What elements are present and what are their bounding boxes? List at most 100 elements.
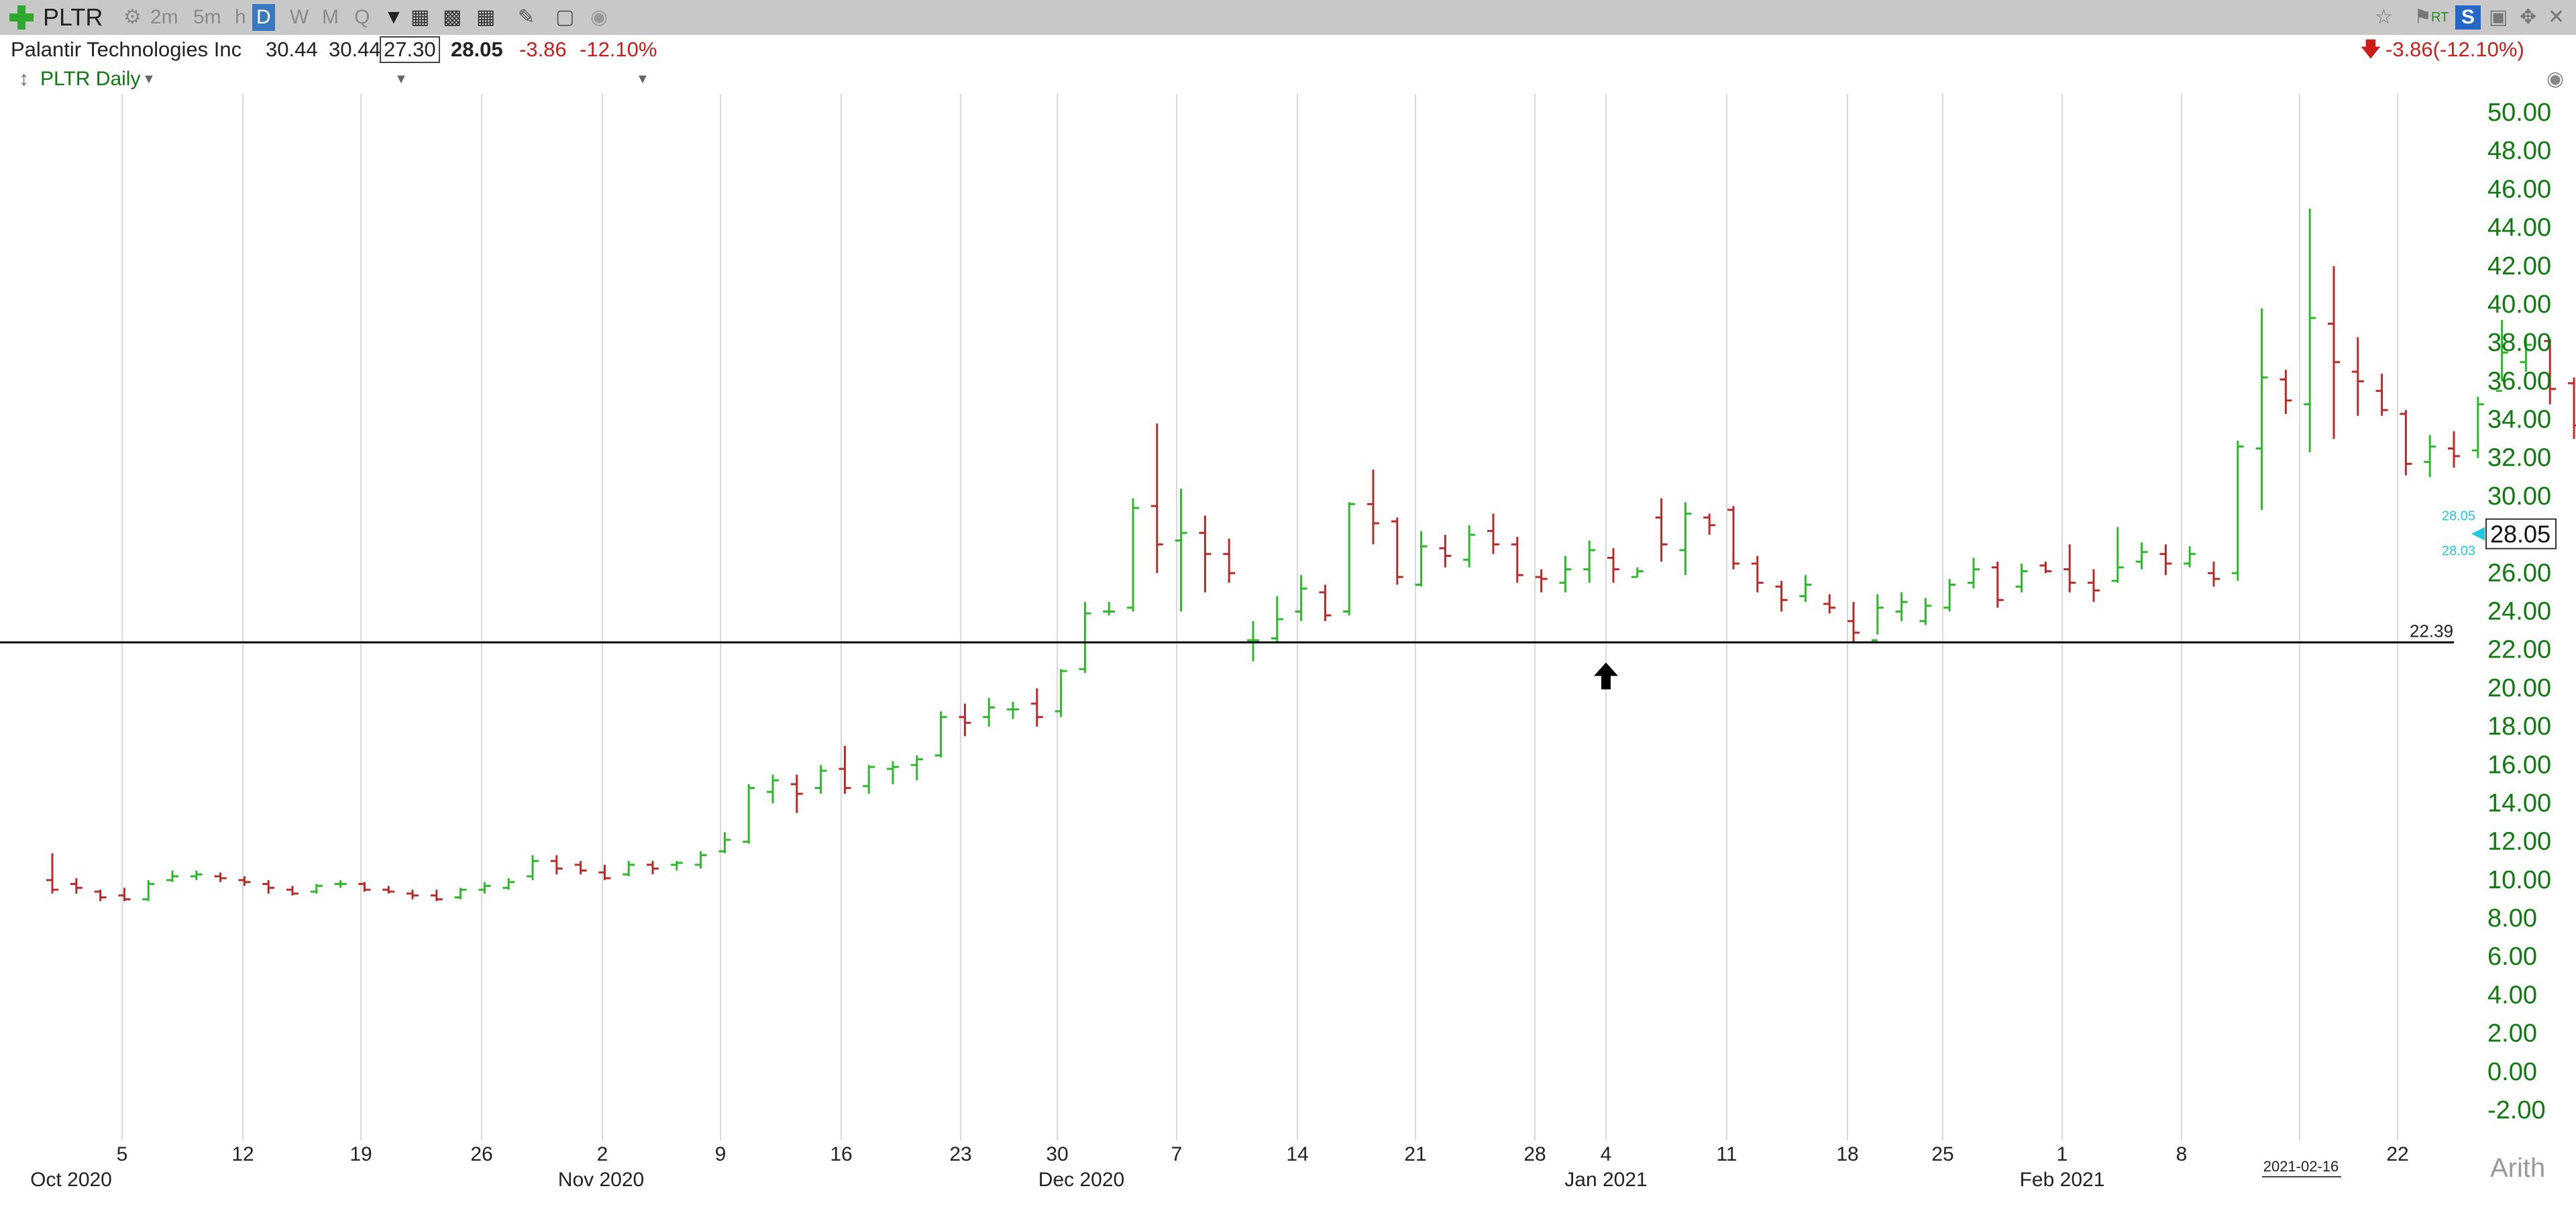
right-change-value: -3.86(-12.10%) <box>2385 38 2524 61</box>
x-tick-label: 26 <box>470 1143 492 1165</box>
ohlc-bar <box>1463 525 1476 568</box>
interval-2m[interactable]: 2m <box>150 6 178 28</box>
interval-5m[interactable]: 5m <box>193 6 221 28</box>
ohlc-bar <box>1775 580 1788 612</box>
ohlc-bar <box>1319 584 1332 621</box>
grid-icon[interactable]: ▦ <box>476 6 496 28</box>
x-tick-label: 5 <box>117 1143 128 1165</box>
last-price-small: 28.05 <box>2442 509 2475 524</box>
interval-d[interactable]: D <box>252 4 275 31</box>
ohlc-bar <box>767 774 779 804</box>
drag-handle-icon[interactable]: ↕ <box>19 68 29 90</box>
x-tick-label: 14 <box>1286 1143 1308 1165</box>
ohlc-bar <box>1223 538 1236 583</box>
ohlc-bar <box>2351 337 2364 416</box>
chevron-down-icon[interactable]: ▼ <box>636 72 649 87</box>
x-tick-label: 16 <box>830 1143 852 1165</box>
ohlc-bar <box>1391 517 1403 585</box>
add-symbol-icon[interactable] <box>7 3 36 32</box>
ohlc-bar <box>2255 308 2268 510</box>
y-tick-label: 12.00 <box>2487 828 2551 856</box>
ohlc-bar <box>814 765 827 794</box>
chevron-down-icon[interactable]: ▼ <box>384 6 404 28</box>
ohlc-bar <box>934 711 947 757</box>
footer-arith-label[interactable]: Arith <box>2490 1153 2546 1183</box>
change-pct-value: -12.10% <box>580 38 657 61</box>
ohlc-bar <box>1103 602 1116 616</box>
rt-icon[interactable]: RT <box>2431 10 2449 25</box>
ohlc-bar <box>1127 498 1139 612</box>
ohlc-bar <box>2063 544 2076 592</box>
y-tick-label: 10.00 <box>2487 866 2551 894</box>
y-tick-label: 6.00 <box>2487 943 2537 971</box>
ohlc-bar <box>910 755 923 781</box>
ohlc-bar <box>1751 556 1764 592</box>
ohlc-bar <box>286 886 299 896</box>
down-arrow-icon: 🡇 <box>2360 38 2381 61</box>
x-tick-label: 23 <box>949 1143 971 1165</box>
ohlc-bar <box>1607 548 1619 583</box>
interval-h[interactable]: h <box>235 6 246 28</box>
share-icon[interactable]: ◉ <box>590 6 608 28</box>
ohlc-bar <box>790 774 803 813</box>
ohlc-bar <box>1271 596 1283 643</box>
ohlc-bar <box>2015 564 2028 592</box>
y-tick-label: 2.00 <box>2487 1020 2537 1048</box>
x-tick-label: 28 <box>1523 1143 1546 1165</box>
title-dropdown-icon[interactable]: ▼ <box>142 72 156 87</box>
ohlc-bar <box>1439 535 1452 568</box>
ohlc-bar <box>1367 469 1379 545</box>
x-month-label: Nov 2020 <box>558 1169 644 1191</box>
ohlc-bar <box>1150 423 1163 574</box>
ohlc-bar <box>598 864 611 880</box>
s-icon[interactable]: S <box>2455 5 2481 30</box>
x-tick-label: 9 <box>715 1143 727 1165</box>
pencil-icon[interactable]: ✎ <box>518 6 535 28</box>
settings-icon[interactable]: ⚙ <box>123 6 142 28</box>
ohlc-bar <box>959 703 971 737</box>
y-tick-label: 20.00 <box>2487 674 2551 702</box>
ohlc-bar <box>2400 410 2412 476</box>
comment-icon[interactable]: ▢ <box>555 6 575 28</box>
ohlc-bar <box>1919 598 1932 625</box>
bar-chart-icon[interactable]: ▩ <box>443 6 462 28</box>
chevron-down-icon[interactable]: ▼ <box>394 72 408 87</box>
ohlc-bar <box>718 832 731 853</box>
palette-icon[interactable]: ◉ <box>2546 68 2565 90</box>
ohlc-bar <box>2448 431 2460 468</box>
symbol-label[interactable]: PLTR <box>43 3 103 31</box>
ohlc-bar <box>2375 373 2388 416</box>
ohlc-bar <box>2328 266 2340 439</box>
flag-icon[interactable]: ⚑ <box>2414 6 2432 28</box>
close-icon[interactable]: ✕ <box>2548 6 2565 28</box>
move-icon[interactable]: ✥ <box>2520 6 2537 28</box>
star-icon[interactable]: ☆ <box>2375 6 2393 28</box>
ohlc-bar <box>574 861 587 875</box>
ohlc-bar <box>1535 569 1548 592</box>
ohlc-bar <box>1175 488 1187 612</box>
x-tick-label: 12 <box>231 1143 254 1165</box>
chart-type-icon[interactable]: ▦ <box>411 6 430 28</box>
ohlc-bar <box>502 878 515 890</box>
ohlc-bar <box>1823 594 1836 614</box>
interval-w[interactable]: W <box>290 6 309 28</box>
ohlc-bar <box>310 884 323 894</box>
ohlc-bar <box>1030 688 1043 727</box>
x-month-label: Feb 2021 <box>2020 1169 2105 1191</box>
interval-q[interactable]: Q <box>354 6 370 28</box>
y-tick-label: 26.00 <box>2487 559 2551 587</box>
ohlc-bar <box>1943 578 1956 612</box>
y-tick-label: -2.00 <box>2487 1096 2546 1124</box>
quote-info-row: Palantir Technologies Inc 30.44 30.44 27… <box>0 35 2576 64</box>
arrow-up-icon <box>1594 662 1618 690</box>
ohlc-bar <box>1679 502 1692 576</box>
save-icon[interactable]: ▣ <box>2489 6 2508 28</box>
x-month-label: Dec 2020 <box>1038 1169 1124 1191</box>
chart-title[interactable]: PLTR Daily <box>40 68 141 90</box>
y-tick-label: 0.00 <box>2487 1058 2537 1086</box>
interval-m[interactable]: M <box>322 6 339 28</box>
ohlc-bar <box>1415 531 1428 587</box>
y-tick-label: 8.00 <box>2487 904 2537 933</box>
ohlc-bar <box>1343 502 1356 616</box>
